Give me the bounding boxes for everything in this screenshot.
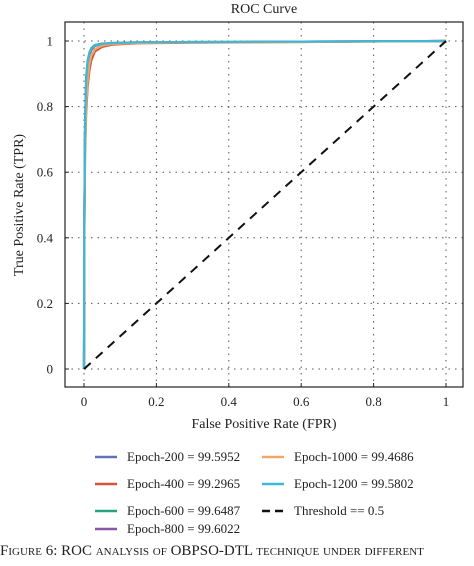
series-line-5 — [82, 39, 447, 370]
figure-caption: Figure 6: ROC analysis of OBPSO-DTL tech… — [0, 543, 424, 559]
y-tick-label-1: 0.2 — [37, 296, 53, 311]
plot-frame — [64, 21, 464, 388]
y-tick-label-4: 0.8 — [37, 99, 53, 114]
legend-label-4: Epoch-1000 = 99.4686 — [294, 449, 414, 464]
chart-title: ROC Curve — [231, 2, 298, 17]
legend-label-2: Epoch-600 = 99.6487 — [127, 503, 241, 518]
x-axis-title: False Positive Rate (FPR) — [191, 417, 336, 432]
legend-label-0: Epoch-200 = 99.5952 — [127, 449, 240, 464]
y-tick-label-5: 1 — [47, 34, 54, 49]
legend-label-5: Epoch-1200 = 99.5802 — [294, 476, 414, 491]
x-tick-label-3: 0.6 — [293, 394, 310, 409]
grid — [65, 22, 463, 387]
y-tick-label-2: 0.4 — [37, 230, 54, 245]
series-line-6 — [83, 40, 447, 370]
roc-chart: ROC Curve 0 0.2 0.4 0.6 0.8 1 0 0.2 0.4 0.6 0.8 1 F… — [12, 2, 464, 536]
roc-curves — [82, 39, 447, 370]
legend-label-3: Epoch-800 = 99.6022 — [127, 521, 240, 536]
y-tick-label-3: 0.6 — [37, 165, 54, 180]
x-tick-label-4: 0.8 — [365, 394, 381, 409]
plot-border — [64, 21, 464, 388]
y-tick-label-0: 0 — [47, 362, 54, 377]
x-tick-label-5: 1 — [443, 394, 450, 409]
y-axis-title: True Positive Rate (TPR) — [12, 134, 27, 277]
legend-label-1: Epoch-400 = 99.2965 — [127, 476, 240, 491]
axis-ticks: 0 0.2 0.4 0.6 0.8 1 0 0.2 0.4 0.6 0.8 1 — [37, 34, 450, 410]
legend: Epoch-200 = 99.5952 Epoch-1000 = 99.4686 E… — [95, 449, 414, 536]
legend-label-6: Threshold == 0.5 — [294, 503, 384, 518]
x-tick-label-0: 0 — [81, 394, 88, 409]
x-tick-label-2: 0.4 — [221, 394, 238, 409]
x-tick-label-1: 0.2 — [148, 394, 164, 409]
